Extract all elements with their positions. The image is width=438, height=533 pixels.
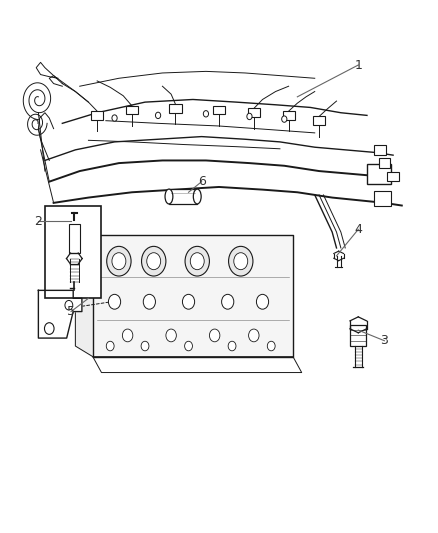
Polygon shape (39, 290, 82, 338)
Bar (69, 224, 80, 253)
Circle shape (65, 301, 73, 310)
Text: 3: 3 (381, 334, 389, 347)
Circle shape (143, 294, 155, 309)
Circle shape (234, 253, 248, 270)
Polygon shape (75, 229, 93, 357)
Circle shape (267, 341, 275, 351)
Circle shape (229, 246, 253, 276)
Circle shape (45, 322, 54, 334)
Bar (169, 189, 197, 204)
Bar (367, 164, 391, 184)
Bar (170, 104, 182, 113)
Circle shape (141, 341, 149, 351)
Circle shape (203, 111, 208, 117)
Bar (213, 106, 225, 114)
Text: 4: 4 (354, 223, 362, 236)
Ellipse shape (193, 189, 201, 204)
Bar (91, 111, 103, 119)
Circle shape (155, 112, 161, 118)
Text: 6: 6 (198, 175, 205, 188)
Bar (283, 111, 295, 119)
Circle shape (190, 253, 204, 270)
Bar (126, 106, 138, 114)
Bar (313, 116, 325, 125)
Text: 2: 2 (35, 215, 42, 228)
Bar (388, 172, 399, 181)
Circle shape (185, 246, 209, 276)
Circle shape (147, 253, 161, 270)
Circle shape (166, 329, 177, 342)
Bar (379, 158, 390, 168)
Bar (374, 145, 386, 155)
Bar (374, 191, 391, 206)
Circle shape (109, 294, 120, 309)
Circle shape (282, 116, 287, 122)
Bar (350, 325, 366, 346)
Circle shape (183, 294, 194, 309)
Circle shape (247, 114, 252, 119)
Circle shape (106, 341, 114, 351)
Bar (45, 206, 102, 298)
Circle shape (185, 341, 192, 351)
Circle shape (112, 253, 126, 270)
Circle shape (256, 294, 268, 309)
Text: 5: 5 (67, 305, 75, 318)
Circle shape (107, 246, 131, 276)
Circle shape (222, 294, 234, 309)
Text: 1: 1 (354, 59, 362, 71)
Circle shape (122, 329, 133, 342)
Circle shape (249, 329, 259, 342)
Circle shape (141, 246, 166, 276)
Circle shape (209, 329, 220, 342)
Bar (248, 109, 260, 117)
Circle shape (228, 341, 236, 351)
Ellipse shape (165, 189, 173, 204)
Circle shape (112, 115, 117, 121)
Polygon shape (93, 235, 293, 357)
